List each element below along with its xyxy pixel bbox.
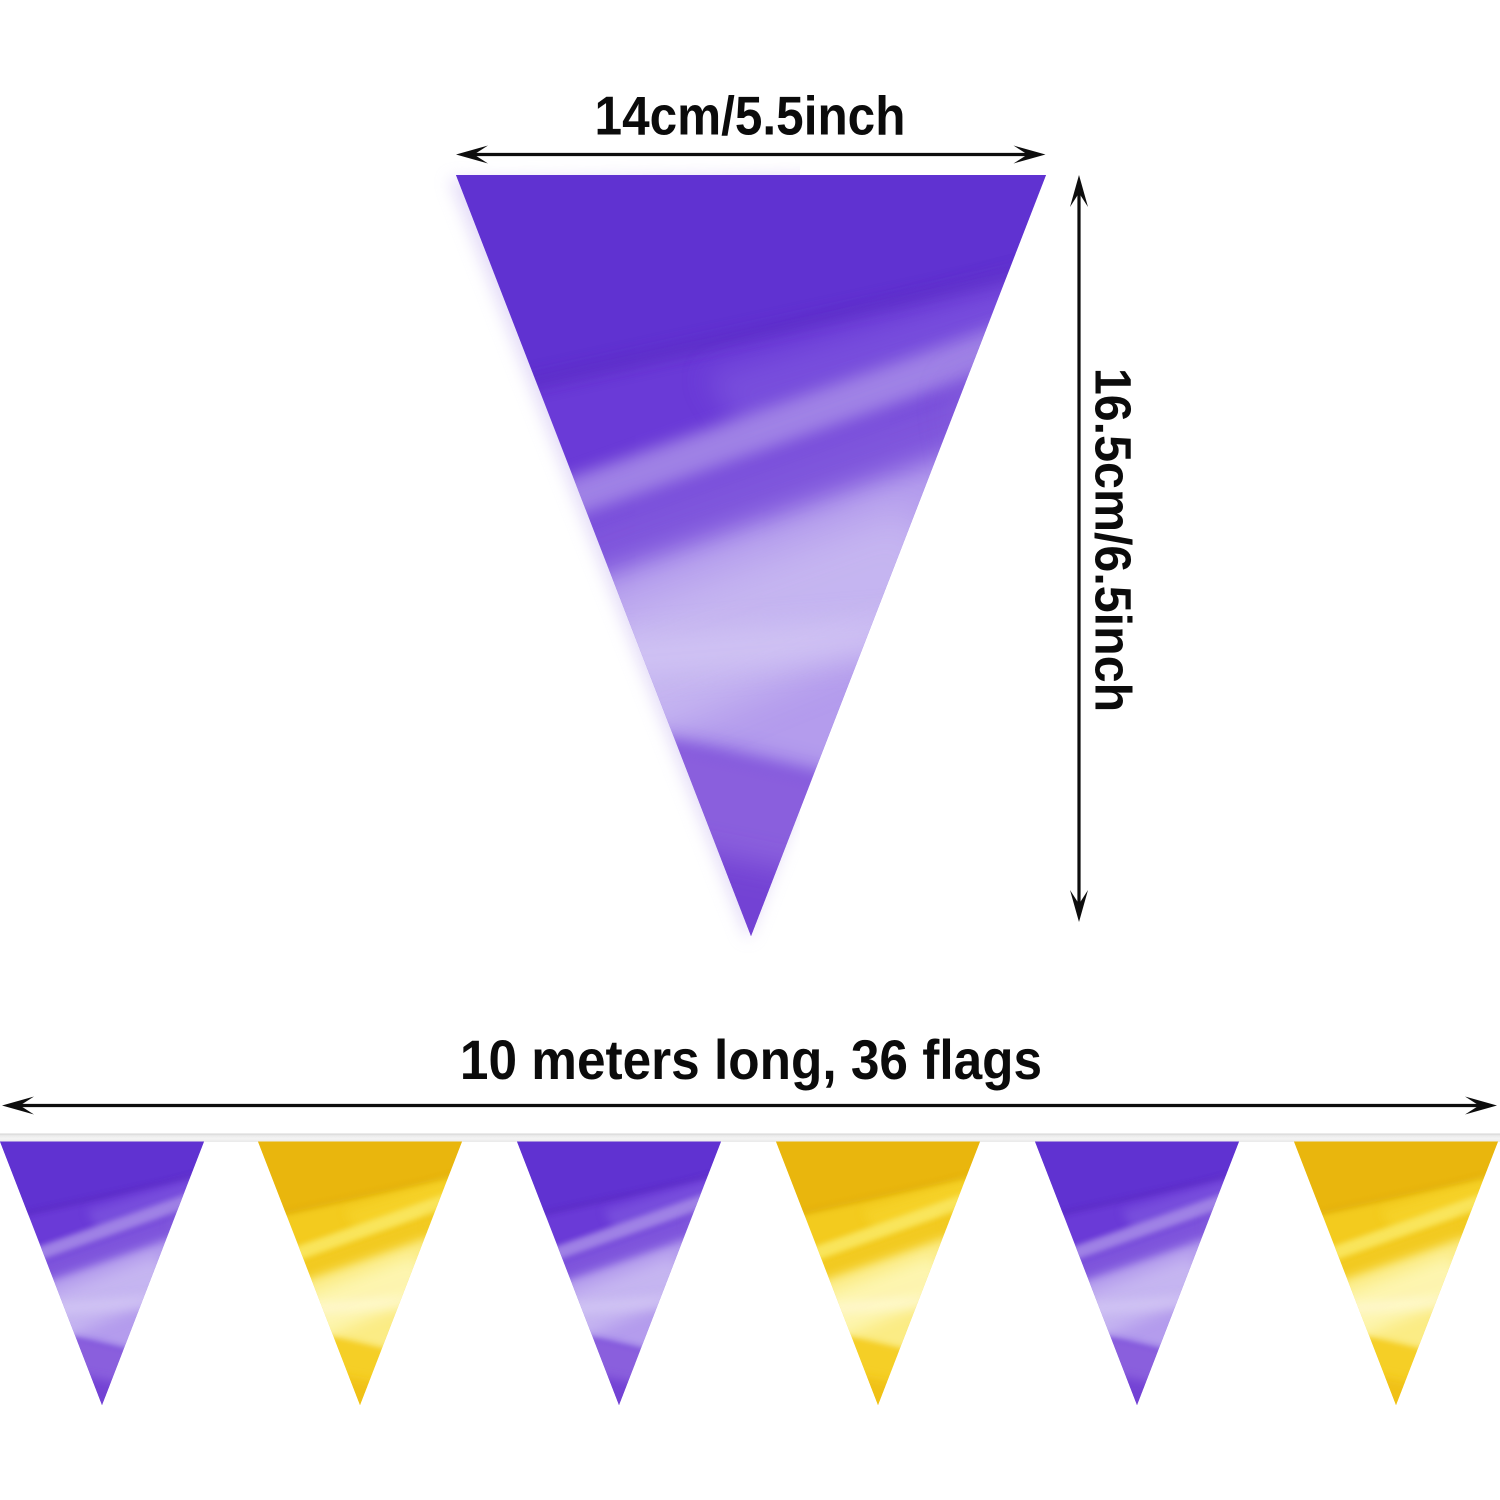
svg-text:14cm/5.5inch: 14cm/5.5inch bbox=[595, 86, 906, 147]
svg-text:16.5cm/6.5inch: 16.5cm/6.5inch bbox=[1084, 368, 1141, 712]
svg-text:10 meters long, 36 flags: 10 meters long, 36 flags bbox=[460, 1029, 1042, 1092]
